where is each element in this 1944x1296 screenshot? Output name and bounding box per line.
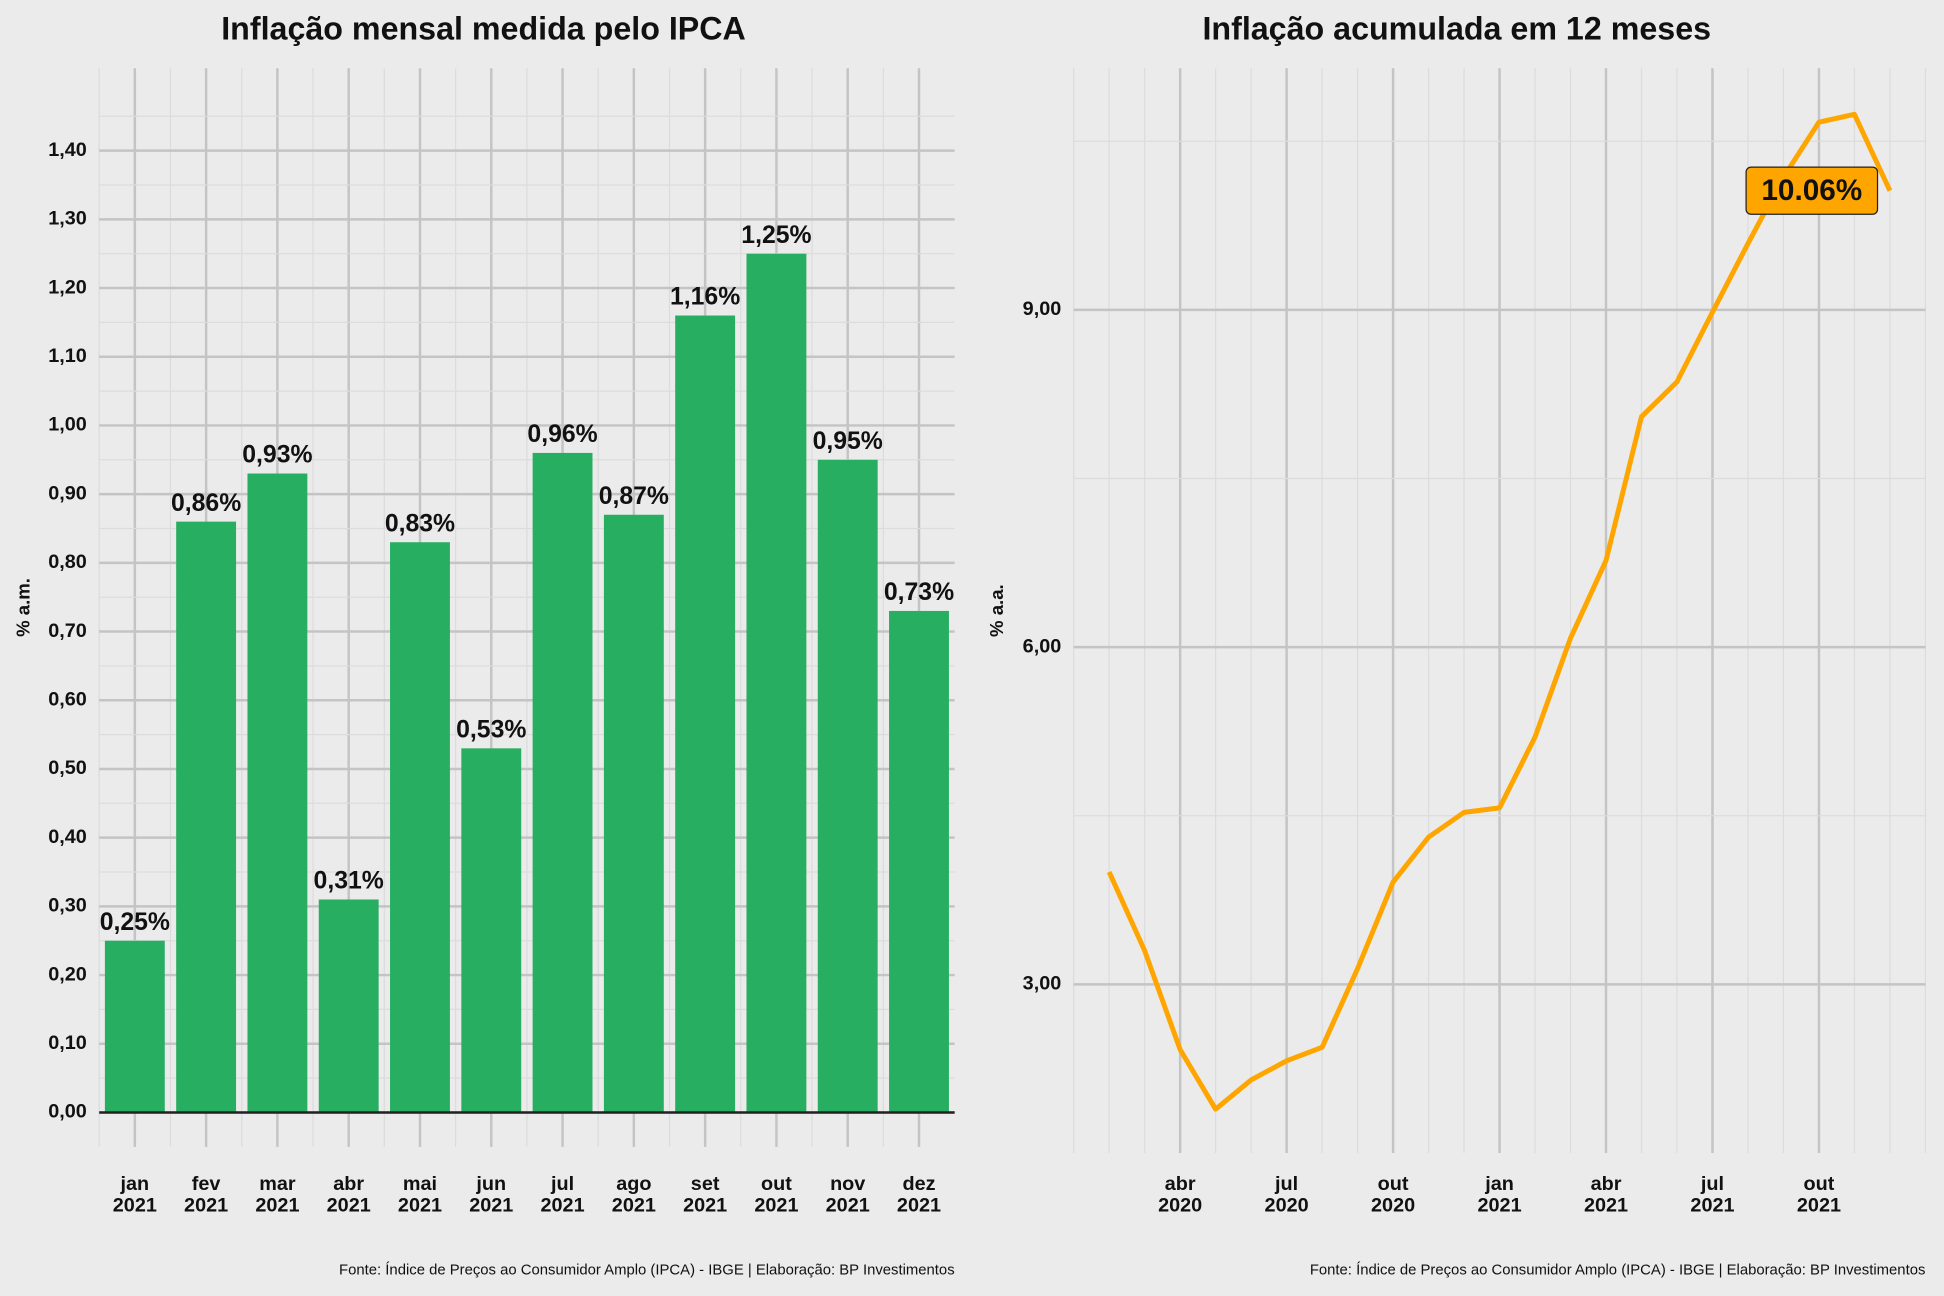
data-label: 1,16% — [670, 284, 740, 311]
bar — [889, 610, 949, 1113]
data-label: 0,53% — [456, 717, 526, 744]
x-tick-label: mar 2021 — [255, 1174, 300, 1217]
x-tick-label: jul 2021 — [1690, 1174, 1735, 1217]
x-tick-label: jul 2020 — [1264, 1174, 1309, 1217]
data-label: 0,87% — [599, 483, 669, 510]
y-tick-label: 0,20 — [48, 963, 87, 985]
y-tick-label: 1,20 — [48, 276, 87, 298]
bar — [318, 899, 379, 1113]
y-axis-label: % a.m. — [13, 578, 34, 637]
y-tick-label: 1,30 — [48, 208, 87, 230]
chart-title: Inflação acumulada em 12 meses — [1202, 11, 1711, 47]
x-tick-label: out 2021 — [754, 1174, 799, 1217]
y-tick-label: 0,60 — [48, 688, 87, 710]
bar — [176, 521, 237, 1113]
data-label: 0,31% — [314, 868, 384, 895]
x-tick-label: nov 2021 — [825, 1174, 870, 1217]
data-label: 0,73% — [884, 579, 954, 606]
y-tick-label: 0,40 — [48, 826, 87, 848]
data-label: 0,86% — [171, 490, 241, 517]
line — [1106, 111, 1893, 1112]
y-tick-label: 1,40 — [48, 139, 87, 161]
data-label: 0,96% — [527, 421, 597, 448]
annotation-box — [1745, 166, 1879, 215]
data-label: 0,25% — [100, 909, 170, 936]
bar — [461, 748, 522, 1113]
x-tick-label: jan 2021 — [112, 1174, 157, 1217]
data-label: 0,95% — [813, 428, 883, 455]
annotation: 10.06% — [1761, 174, 1862, 207]
bar — [390, 542, 450, 1113]
y-tick-label: 1,10 — [48, 345, 87, 367]
x-tick-label: mai 2021 — [397, 1174, 443, 1217]
x-tick-label: jan 2021 — [1477, 1174, 1522, 1217]
x-tick-label: jul 2021 — [540, 1174, 585, 1217]
x-tick-label: abr 2021 — [326, 1174, 371, 1217]
bar — [817, 459, 878, 1113]
chart-title: Inflação mensal medida pelo IPCA — [221, 11, 746, 47]
bar — [532, 452, 593, 1113]
y-tick-label: 0,80 — [48, 551, 87, 573]
y-axis-label: % a.a. — [986, 584, 1007, 637]
y-tick-label: 0,30 — [48, 895, 87, 917]
x-tick-label: abr 2021 — [1583, 1174, 1629, 1217]
data-label: 0,93% — [242, 442, 312, 469]
x-tick-label: abr 2020 — [1158, 1174, 1203, 1217]
x-tick-label: dez 2021 — [896, 1174, 942, 1217]
y-tick-label: 0,70 — [48, 620, 87, 642]
bar — [104, 940, 165, 1113]
caption: Fonte: Índice de Preços ao Consumidor Am… — [1310, 1262, 1926, 1279]
x-tick-label: set 2021 — [683, 1174, 728, 1217]
y-tick-label: 0,10 — [48, 1032, 87, 1054]
x-tick-label: out 2021 — [1796, 1174, 1842, 1217]
data-label: 0,83% — [385, 510, 455, 537]
y-tick-label: 1,00 — [48, 414, 87, 436]
bar — [675, 315, 736, 1113]
bar — [746, 253, 807, 1113]
y-tick-label: 0,00 — [48, 1101, 87, 1123]
x-tick-label: out 2020 — [1371, 1174, 1416, 1217]
y-tick-label: 0,50 — [48, 757, 87, 779]
y-tick-label: 9,00 — [1023, 298, 1062, 320]
x-tick-label: ago 2021 — [611, 1174, 656, 1217]
y-tick-label: 0,90 — [48, 482, 87, 504]
y-tick-label: 6,00 — [1023, 635, 1062, 657]
caption: Fonte: Índice de Preços ao Consumidor Am… — [339, 1262, 955, 1279]
data-label: 1,25% — [741, 222, 811, 249]
x-tick-label: fev 2021 — [184, 1174, 229, 1217]
bar — [247, 473, 308, 1113]
bar — [603, 514, 664, 1113]
y-tick-label: 3,00 — [1023, 973, 1062, 995]
x-tick-label: jun 2021 — [469, 1174, 514, 1217]
